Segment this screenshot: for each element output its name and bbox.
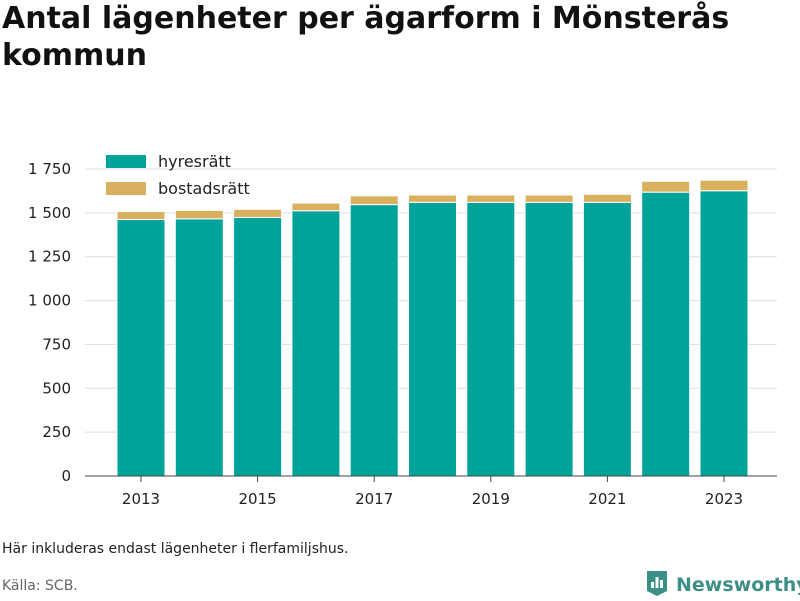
brand-logo: Newsworthy bbox=[645, 570, 800, 600]
bar-segment-1 bbox=[466, 201, 516, 477]
bar-segment-1 bbox=[233, 216, 283, 477]
legend-label: hyresrätt bbox=[158, 152, 231, 171]
bar-segment-1 bbox=[582, 201, 632, 477]
y-tick-label: 750 bbox=[42, 335, 71, 353]
y-tick-label: 1 750 bbox=[28, 160, 71, 178]
x-tick-label: 2023 bbox=[705, 490, 743, 508]
x-tick-label: 2021 bbox=[588, 490, 626, 508]
legend: hyresrätt bostadsrätt bbox=[106, 152, 250, 198]
y-tick-label: 1 500 bbox=[28, 204, 71, 222]
y-tick-label: 1 250 bbox=[28, 248, 71, 266]
chart-title: Antal lägenheter per ägarform i Mönsterå… bbox=[2, 1, 730, 73]
newsworthy-logo-icon bbox=[645, 569, 669, 601]
y-tick-label: 1 000 bbox=[28, 292, 71, 310]
bar-segment-2 bbox=[233, 208, 283, 218]
brand-name: Newsworthy bbox=[676, 574, 800, 596]
source-text: Källa: SCB. bbox=[2, 578, 78, 594]
y-tick-label: 0 bbox=[61, 467, 71, 485]
bar-segment-2 bbox=[349, 195, 399, 206]
bar-segment-2 bbox=[699, 179, 749, 192]
legend-swatch bbox=[106, 182, 146, 195]
bar-segment-2 bbox=[466, 194, 516, 203]
bar-segment-1 bbox=[291, 210, 341, 477]
bar-segment-2 bbox=[641, 180, 691, 193]
bar-segment-2 bbox=[524, 194, 574, 203]
bar-segment-2 bbox=[408, 194, 457, 203]
bar-segment-1 bbox=[641, 191, 691, 477]
bar-segment-2 bbox=[116, 210, 166, 221]
legend-label: bostadsrätt bbox=[158, 179, 250, 198]
bar-segment-1 bbox=[349, 204, 399, 477]
x-axis: 2013 2015 2017 2019 2021 2023 bbox=[85, 475, 777, 508]
y-tick-label: 500 bbox=[42, 379, 71, 397]
bar-segment-1 bbox=[116, 219, 166, 477]
bar-segment-1 bbox=[699, 190, 749, 477]
legend-swatch bbox=[106, 155, 146, 168]
bars bbox=[116, 179, 749, 477]
bar-segment-2 bbox=[582, 193, 632, 203]
chart-note: Här inkluderas endast lägenheter i flerf… bbox=[2, 541, 349, 557]
bar-segment-2 bbox=[291, 202, 341, 212]
bar-segment-2 bbox=[174, 209, 224, 220]
x-tick-label: 2015 bbox=[239, 490, 277, 508]
y-tick-label: 250 bbox=[42, 423, 71, 441]
bar-segment-1 bbox=[408, 201, 457, 477]
x-tick-label: 2019 bbox=[472, 490, 510, 508]
bar-segment-1 bbox=[174, 218, 224, 477]
x-tick-label: 2013 bbox=[122, 490, 160, 508]
y-axis-ticks: 0 250 500 750 1 000 1 250 1 500 1 750 bbox=[28, 160, 71, 485]
bar-segment-1 bbox=[524, 201, 574, 477]
x-tick-label: 2017 bbox=[355, 490, 393, 508]
